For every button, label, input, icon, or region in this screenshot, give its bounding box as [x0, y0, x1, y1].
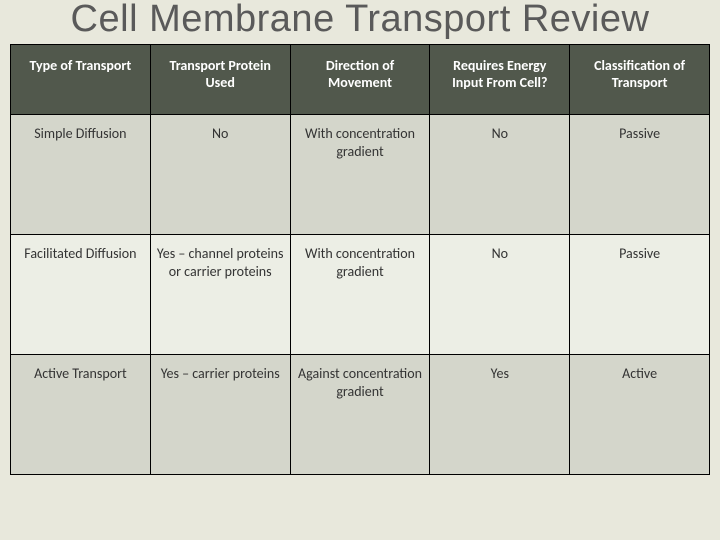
cell-classification: Active — [570, 354, 710, 474]
col-header-direction: Direction of Movement — [290, 44, 430, 114]
cell-classification: Passive — [570, 234, 710, 354]
col-header-classification: Classification of Transport — [570, 44, 710, 114]
transport-table: Type of Transport Transport Protein Used… — [10, 44, 710, 475]
table-row: Simple Diffusion No With concentration g… — [11, 114, 710, 234]
page-title: Cell Membrane Transport Review — [0, 0, 720, 44]
cell-direction: With concentration gradient — [290, 234, 430, 354]
table-header-row: Type of Transport Transport Protein Used… — [11, 44, 710, 114]
cell-energy: No — [430, 234, 570, 354]
cell-classification: Passive — [570, 114, 710, 234]
cell-direction: With concentration gradient — [290, 114, 430, 234]
col-header-protein: Transport Protein Used — [150, 44, 290, 114]
cell-protein: Yes – carrier proteins — [150, 354, 290, 474]
cell-type: Facilitated Diffusion — [11, 234, 151, 354]
cell-type: Simple Diffusion — [11, 114, 151, 234]
cell-energy: Yes — [430, 354, 570, 474]
table-row: Facilitated Diffusion Yes – channel prot… — [11, 234, 710, 354]
cell-type: Active Transport — [11, 354, 151, 474]
col-header-type: Type of Transport — [11, 44, 151, 114]
cell-direction: Against concentration gradient — [290, 354, 430, 474]
cell-energy: No — [430, 114, 570, 234]
table-container: Type of Transport Transport Protein Used… — [0, 44, 720, 485]
col-header-energy: Requires Energy Input From Cell? — [430, 44, 570, 114]
table-row: Active Transport Yes – carrier proteins … — [11, 354, 710, 474]
cell-protein: No — [150, 114, 290, 234]
cell-protein: Yes – channel proteins or carrier protei… — [150, 234, 290, 354]
